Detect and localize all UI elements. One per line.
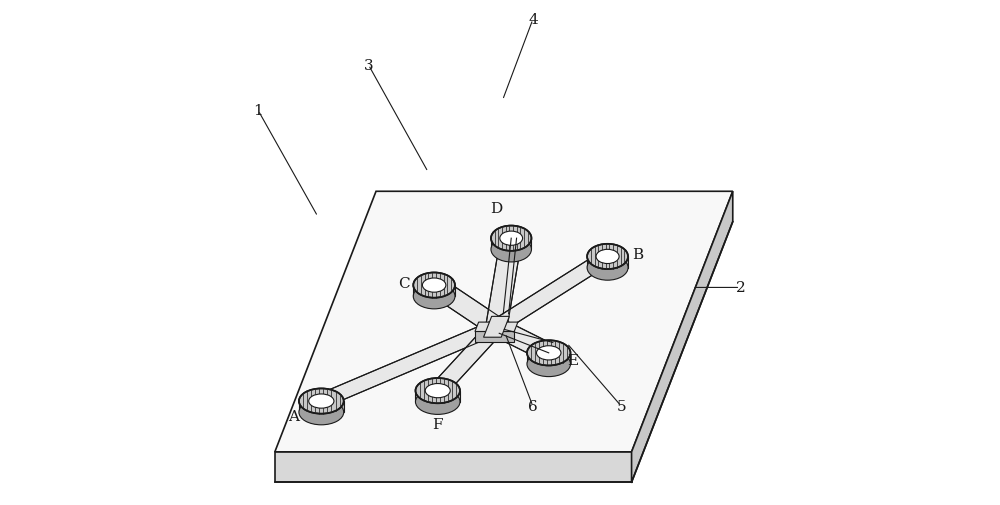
Polygon shape <box>490 252 614 332</box>
Polygon shape <box>490 322 502 341</box>
Polygon shape <box>275 192 733 452</box>
Polygon shape <box>275 452 632 482</box>
Text: 5: 5 <box>617 399 626 414</box>
Ellipse shape <box>425 384 450 398</box>
Ellipse shape <box>309 394 334 409</box>
Text: C: C <box>398 276 410 290</box>
Polygon shape <box>632 192 733 482</box>
Polygon shape <box>413 285 455 296</box>
Ellipse shape <box>527 351 570 377</box>
Ellipse shape <box>413 273 455 298</box>
Ellipse shape <box>413 284 455 309</box>
Polygon shape <box>475 323 518 332</box>
Polygon shape <box>485 326 507 337</box>
Polygon shape <box>299 401 344 413</box>
Text: 3: 3 <box>364 59 373 73</box>
Polygon shape <box>429 324 505 394</box>
Text: E: E <box>567 354 579 368</box>
Ellipse shape <box>500 232 523 246</box>
Polygon shape <box>488 324 505 339</box>
Text: 4: 4 <box>528 13 538 27</box>
Polygon shape <box>415 391 460 402</box>
Ellipse shape <box>491 226 531 251</box>
Ellipse shape <box>299 389 344 414</box>
Polygon shape <box>485 237 522 328</box>
Polygon shape <box>493 321 500 342</box>
Ellipse shape <box>422 278 446 292</box>
Text: 6: 6 <box>528 399 538 414</box>
Text: B: B <box>632 247 643 262</box>
Ellipse shape <box>596 250 619 264</box>
Ellipse shape <box>299 400 344 425</box>
Text: A: A <box>288 410 299 423</box>
Ellipse shape <box>587 244 628 270</box>
Text: D: D <box>490 201 502 216</box>
Ellipse shape <box>491 237 531 263</box>
Polygon shape <box>491 239 531 250</box>
Polygon shape <box>488 321 505 342</box>
Text: F: F <box>432 417 443 431</box>
Text: 1: 1 <box>253 104 263 118</box>
Polygon shape <box>488 320 557 360</box>
Ellipse shape <box>415 378 460 403</box>
Polygon shape <box>488 320 504 343</box>
Ellipse shape <box>587 256 628 281</box>
Polygon shape <box>318 321 500 408</box>
Polygon shape <box>475 332 514 342</box>
Text: 2: 2 <box>735 281 745 295</box>
Ellipse shape <box>536 346 561 360</box>
Ellipse shape <box>415 389 460 415</box>
Polygon shape <box>527 353 570 364</box>
Polygon shape <box>425 279 505 333</box>
Polygon shape <box>484 317 509 337</box>
Polygon shape <box>587 257 628 268</box>
Ellipse shape <box>527 340 570 366</box>
